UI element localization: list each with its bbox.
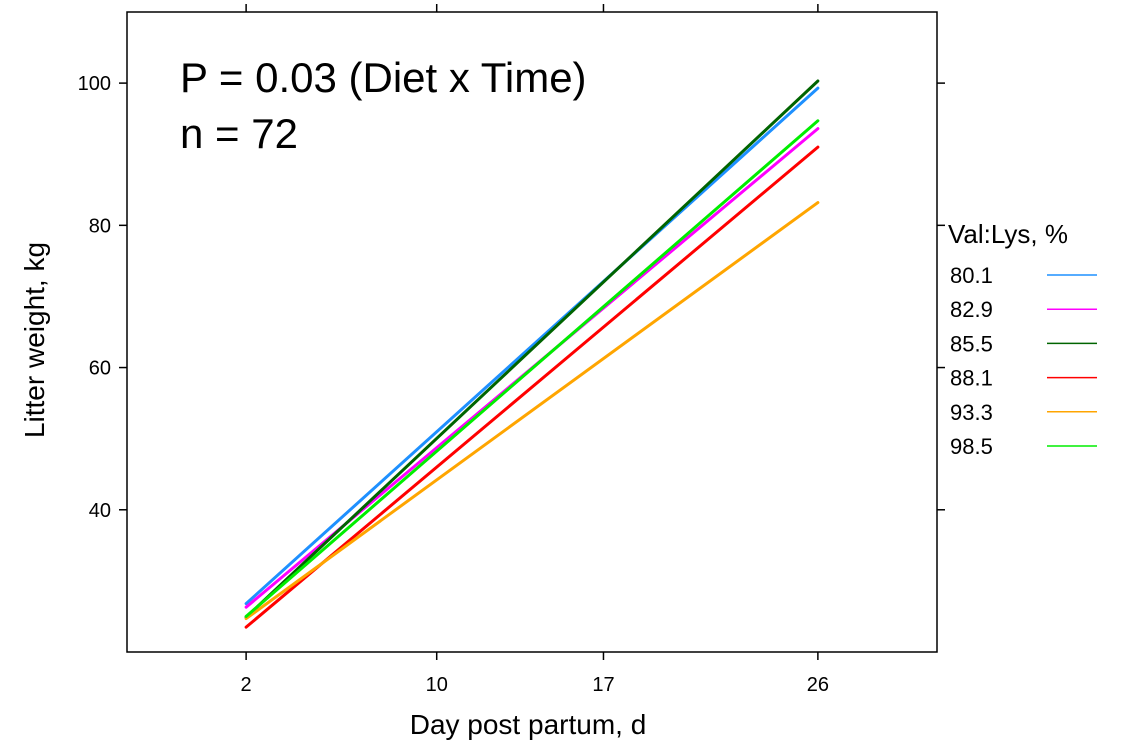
- legend-label: 98.5: [950, 434, 993, 459]
- legend-title: Val:Lys, %: [948, 219, 1068, 249]
- legend-label: 85.5: [950, 331, 993, 356]
- x-axis-title: Day post partum, d: [410, 709, 647, 740]
- annotation-p-value: P = 0.03 (Diet x Time): [180, 54, 587, 101]
- plot-frame: [126, 11, 938, 653]
- axis-ticks: 2 10 17 26 40 60 80 100: [78, 4, 945, 696]
- series-line-93-3: [244, 201, 820, 621]
- y-tick-label: 100: [78, 73, 111, 95]
- y-tick-label: 40: [89, 500, 111, 522]
- x-tick-label: 10: [426, 674, 448, 696]
- series-line-88-1: [244, 145, 820, 629]
- series-line-85-5: [244, 79, 820, 619]
- y-tick-label: 80: [89, 215, 111, 237]
- legend-label: 82.9: [950, 297, 993, 322]
- y-tick-label: 60: [89, 358, 111, 380]
- legend-label: 93.3: [950, 400, 993, 425]
- x-tick-label: 2: [241, 674, 252, 696]
- series-line-80-1: [244, 86, 820, 606]
- legend: Val:Lys, % 80.1 82.9 85.5 88.1 93.3 98.5: [948, 219, 1097, 459]
- annotation-n: n = 72: [180, 110, 298, 157]
- y-axis-title: Litter weight, kg: [19, 242, 50, 438]
- legend-label: 88.1: [950, 366, 993, 391]
- x-tick-label: 26: [807, 674, 829, 696]
- x-tick-label: 17: [592, 674, 614, 696]
- series-line-98-5: [244, 119, 820, 618]
- series-lines: [244, 79, 820, 629]
- legend-label: 80.1: [950, 263, 993, 288]
